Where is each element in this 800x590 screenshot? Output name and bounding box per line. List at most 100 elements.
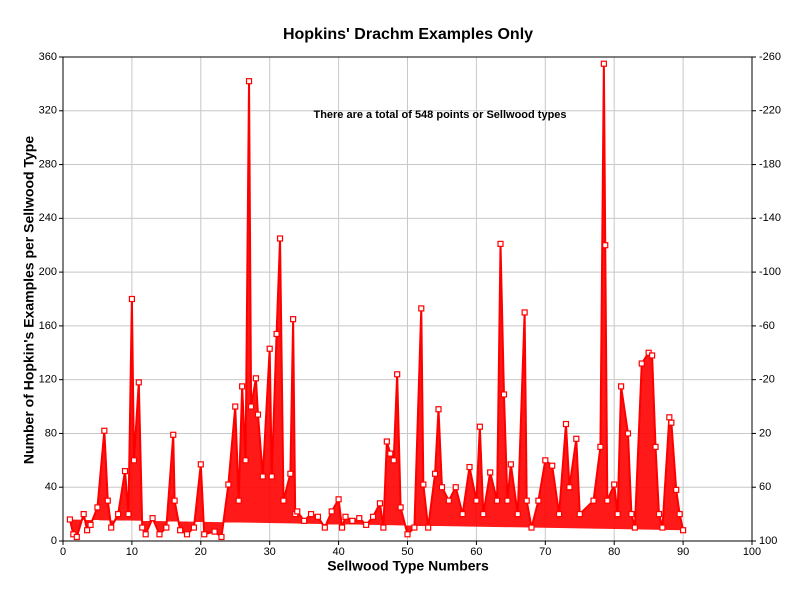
y-tick-label: 80 — [45, 427, 57, 439]
data-point — [438, 484, 446, 491]
data-point — [523, 497, 530, 504]
data-point — [197, 461, 204, 468]
data-point — [542, 457, 549, 464]
x-tick-label: 20 — [195, 546, 207, 558]
data-point — [335, 496, 342, 503]
data-point — [497, 240, 504, 247]
y-tick-label: 160 — [39, 320, 57, 332]
x-tick-label: 80 — [608, 546, 620, 558]
data-point — [631, 524, 638, 531]
data-point — [411, 524, 418, 531]
y-tick-label: 0 — [51, 535, 57, 547]
data-point — [128, 295, 135, 303]
x-axis-label: Sellwood Type Numbers — [327, 558, 489, 574]
data-point — [84, 527, 91, 534]
data-point — [245, 78, 253, 85]
chart-title: Hopkins' Drachm Examples Only — [283, 26, 533, 43]
data-point — [183, 531, 191, 538]
data-point — [356, 515, 363, 522]
data-point — [655, 511, 663, 518]
data-point — [493, 497, 501, 504]
y-tick-label: 200 — [39, 266, 57, 278]
x-tick-label: 30 — [264, 546, 276, 558]
data-point — [611, 481, 618, 488]
data-point — [247, 403, 255, 410]
y2-tick-label: 20 — [759, 427, 771, 439]
data-point — [139, 524, 146, 531]
x-tick-label: 90 — [677, 546, 689, 558]
plot-border — [62, 56, 753, 542]
data-point — [473, 497, 480, 504]
data-point — [521, 309, 528, 316]
data-point — [349, 517, 356, 524]
data-point — [177, 527, 184, 534]
data-point — [190, 524, 198, 531]
data-point — [290, 316, 297, 323]
data-point — [239, 383, 246, 390]
data-point — [676, 511, 683, 518]
data-point — [125, 511, 132, 518]
data-point — [418, 305, 425, 312]
data-point — [573, 435, 580, 442]
data-point — [171, 497, 178, 504]
y2-tick-label: -140 — [759, 212, 781, 224]
data-point — [659, 524, 666, 531]
data-point — [66, 516, 73, 523]
data-point — [280, 497, 287, 504]
data-point — [276, 235, 284, 242]
data-point — [435, 406, 442, 413]
data-point — [648, 352, 656, 359]
data-point — [535, 497, 542, 504]
data-point — [254, 411, 262, 418]
data-point — [590, 497, 597, 504]
data-point — [431, 470, 439, 477]
data-point — [104, 497, 111, 504]
data-point — [242, 457, 249, 464]
data-point — [602, 242, 609, 249]
data-point — [376, 500, 384, 507]
data-point — [597, 443, 604, 450]
data-point — [487, 469, 494, 476]
data-point — [294, 508, 301, 515]
data-point — [94, 504, 101, 511]
data-point — [287, 470, 294, 477]
data-point — [507, 461, 514, 468]
data-point — [445, 497, 452, 504]
data-point — [420, 481, 427, 488]
data-point — [476, 423, 483, 430]
data-point — [614, 511, 621, 518]
data-point — [562, 420, 570, 428]
data-point — [397, 504, 404, 511]
x-tick-label: 60 — [470, 546, 482, 558]
annotation: There are a total of 548 points or Sellw… — [313, 109, 566, 121]
data-point — [452, 484, 459, 491]
data-point — [156, 531, 163, 538]
y-tick-label: 280 — [39, 158, 57, 170]
data-point — [363, 521, 370, 528]
data-point — [328, 508, 335, 515]
y-tick-label: 120 — [39, 374, 57, 386]
data-point — [555, 511, 563, 518]
data-point — [218, 533, 225, 541]
data-point — [163, 524, 170, 531]
data-point — [466, 463, 473, 471]
data-point — [259, 473, 266, 480]
data-point — [504, 497, 511, 504]
data-point — [394, 371, 401, 378]
data-point — [80, 511, 87, 518]
y2-tick-label: -220 — [759, 105, 781, 117]
data-point — [566, 484, 573, 491]
y2-tick-label: 100 — [759, 535, 777, 547]
x-tick-label: 100 — [743, 546, 761, 558]
y-tick-label: 40 — [45, 481, 57, 493]
data-point — [390, 457, 397, 464]
data-point — [600, 60, 607, 67]
x-tick-label: 0 — [60, 546, 66, 558]
x-tick-label: 40 — [332, 546, 344, 558]
data-point — [201, 531, 208, 538]
data-point — [307, 511, 315, 518]
data-point — [73, 533, 80, 541]
data-point — [500, 391, 508, 398]
data-point — [624, 430, 632, 437]
